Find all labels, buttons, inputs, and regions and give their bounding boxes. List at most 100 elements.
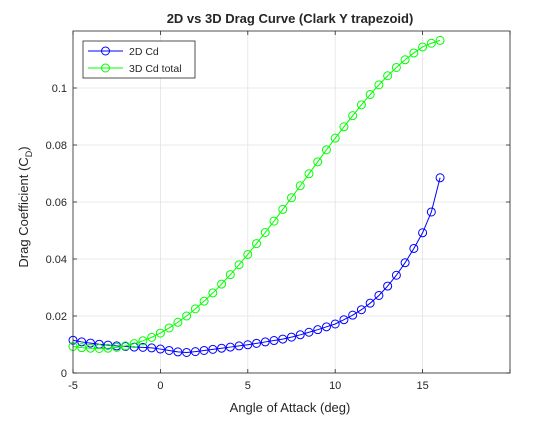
legend: 2D Cd 3D Cd total bbox=[82, 40, 196, 79]
data-point-2d bbox=[374, 290, 384, 300]
data-point-3d bbox=[164, 323, 174, 333]
y-axis-label: Drag Coefficient (CD) bbox=[16, 146, 34, 267]
x-tick-label: 10 bbox=[329, 380, 341, 392]
data-point-2d bbox=[182, 347, 192, 357]
data-point-3d bbox=[374, 80, 384, 90]
plot-series bbox=[68, 35, 445, 357]
data-point-2d bbox=[400, 258, 410, 268]
data-point-2d bbox=[147, 343, 157, 353]
data-point-2d bbox=[313, 325, 323, 335]
data-point-3d bbox=[225, 270, 235, 280]
data-point-2d bbox=[295, 330, 305, 340]
data-point-3d bbox=[260, 227, 270, 237]
data-point-3d bbox=[278, 204, 288, 214]
data-point-2d bbox=[243, 340, 253, 350]
data-point-3d bbox=[356, 100, 366, 110]
legend-label-3d: 3D Cd total bbox=[129, 63, 182, 75]
data-point-3d bbox=[400, 55, 410, 65]
data-point-2d bbox=[287, 332, 296, 342]
series-line-2d bbox=[72, 177, 441, 353]
data-point-3d bbox=[287, 193, 296, 203]
data-point-2d bbox=[348, 310, 358, 320]
data-point-3d bbox=[383, 71, 393, 81]
data-point-2d bbox=[129, 342, 139, 352]
data-point-2d bbox=[164, 345, 174, 355]
data-point-2d bbox=[391, 270, 401, 280]
data-point-3d bbox=[85, 343, 95, 353]
series-line-3d bbox=[72, 39, 441, 349]
data-point-3d bbox=[330, 133, 340, 143]
data-point-3d bbox=[252, 239, 262, 249]
data-point-3d bbox=[304, 169, 314, 179]
data-point-3d bbox=[313, 157, 323, 167]
data-point-3d bbox=[418, 42, 428, 52]
data-point-3d bbox=[426, 38, 436, 48]
data-point-3d bbox=[120, 341, 130, 351]
y-tick-label: 0.04 bbox=[46, 254, 67, 266]
chart-title: 2D vs 3D Drag Curve (Clark Y trapezoid) bbox=[167, 11, 414, 26]
data-point-3d bbox=[339, 122, 349, 132]
y-tick-label: 0 bbox=[61, 368, 67, 380]
data-point-2d bbox=[269, 336, 279, 346]
data-point-3d bbox=[243, 249, 253, 259]
data-point-2d bbox=[426, 207, 436, 217]
data-point-3d bbox=[147, 332, 157, 342]
y-tick-label: 0.1 bbox=[52, 83, 67, 95]
legend-marker-2d bbox=[101, 46, 110, 56]
data-point-2d bbox=[304, 327, 314, 337]
data-point-3d bbox=[190, 304, 200, 314]
data-point-2d bbox=[138, 342, 148, 352]
data-point-2d bbox=[85, 338, 95, 348]
data-point-3d bbox=[173, 317, 183, 327]
data-point-2d bbox=[321, 322, 331, 332]
data-point-2d bbox=[217, 343, 227, 353]
data-point-3d bbox=[199, 296, 209, 306]
data-point-3d bbox=[138, 336, 148, 346]
data-point-2d bbox=[225, 342, 235, 352]
x-tick-label: 15 bbox=[416, 380, 428, 392]
data-point-2d bbox=[260, 337, 270, 347]
data-point-2d bbox=[234, 341, 244, 351]
data-point-3d bbox=[348, 111, 358, 121]
data-point-2d bbox=[155, 344, 165, 354]
data-point-3d bbox=[129, 339, 139, 349]
data-point-2d bbox=[252, 338, 262, 348]
data-point-2d bbox=[418, 228, 428, 238]
data-point-3d bbox=[269, 216, 279, 226]
data-point-3d bbox=[435, 35, 445, 45]
data-point-3d bbox=[77, 343, 87, 353]
data-point-2d bbox=[365, 298, 375, 308]
data-point-2d bbox=[383, 281, 393, 291]
data-point-3d bbox=[391, 62, 401, 72]
data-point-2d bbox=[208, 344, 218, 354]
data-point-2d bbox=[435, 173, 445, 183]
data-point-2d bbox=[409, 243, 419, 253]
data-point-3d bbox=[217, 279, 227, 289]
data-point-3d bbox=[295, 181, 305, 191]
legend-label-2d: 2D Cd bbox=[129, 46, 159, 58]
data-point-2d bbox=[199, 345, 209, 355]
data-point-3d bbox=[321, 145, 331, 155]
data-point-2d bbox=[356, 305, 366, 315]
y-tick-label: 0.02 bbox=[46, 311, 67, 323]
data-point-2d bbox=[173, 347, 183, 357]
legend-marker-3d bbox=[101, 63, 110, 73]
y-tick-label: 0.08 bbox=[46, 140, 67, 152]
data-point-3d bbox=[103, 343, 113, 353]
data-point-2d bbox=[103, 340, 113, 350]
x-tick-label: 0 bbox=[157, 380, 163, 392]
y-tick-label: 0.06 bbox=[46, 197, 67, 209]
data-point-3d bbox=[409, 48, 419, 58]
data-point-3d bbox=[112, 342, 122, 352]
data-point-2d bbox=[77, 337, 87, 347]
data-point-3d bbox=[234, 260, 244, 270]
x-tick-label: 5 bbox=[245, 380, 251, 392]
x-axis-label: Angle of Attack (deg) bbox=[230, 400, 351, 415]
data-point-2d bbox=[190, 347, 200, 357]
x-tick-label: -5 bbox=[68, 380, 78, 392]
data-point-3d bbox=[155, 328, 165, 338]
data-point-2d bbox=[330, 319, 340, 329]
